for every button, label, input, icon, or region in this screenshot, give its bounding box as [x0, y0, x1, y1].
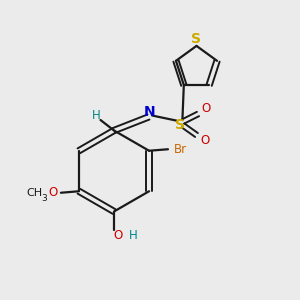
- Text: S: S: [175, 118, 185, 132]
- Text: 3: 3: [41, 194, 47, 203]
- Text: O: O: [114, 229, 123, 242]
- Text: H: H: [92, 109, 100, 122]
- Text: S: S: [191, 32, 202, 46]
- Text: CH: CH: [27, 188, 43, 198]
- Text: O: O: [200, 134, 209, 147]
- Text: N: N: [144, 105, 156, 118]
- Text: O: O: [48, 186, 58, 199]
- Text: Br: Br: [173, 143, 187, 156]
- Text: H: H: [129, 229, 138, 242]
- Text: O: O: [202, 102, 211, 115]
